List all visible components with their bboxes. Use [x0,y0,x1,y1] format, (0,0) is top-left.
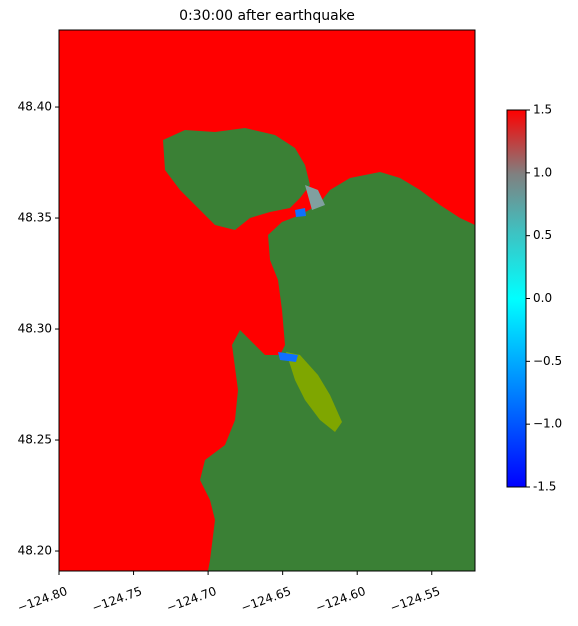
y-tick-label: 48.40 [18,100,52,114]
x-tick-label: −124.60 [314,584,368,615]
estuary [286,352,342,432]
x-tick-label: −124.75 [90,584,144,615]
x-tick-label: −124.80 [16,584,70,615]
y-tick-label: 48.20 [18,544,52,558]
colorbar-tick-label: 1.0 [533,165,552,179]
map-image [58,29,476,572]
wave-front [305,185,325,210]
colorbar-tick-label: −1.0 [533,417,562,431]
colorbar-tick-label: 0.0 [533,291,552,305]
y-tick-label: 48.30 [18,322,52,336]
colorbar [506,109,527,488]
colorbar-tick-label: 0.5 [533,228,552,242]
x-tick-label: −124.65 [239,584,293,615]
plot-frame [58,29,476,572]
island [163,128,310,230]
colorbar-tick-label: −0.5 [533,354,562,368]
chart-title: 0:30:00 after earthquake [179,8,355,24]
colorbar-tick-label: 1.5 [533,103,552,117]
x-tick-label: −124.70 [165,584,219,615]
mainland [200,172,475,571]
y-tick-label: 48.35 [18,211,52,225]
colorbar-tick-label: -1.5 [533,480,556,494]
x-tick-label: −124.55 [388,584,442,615]
y-tick-label: 48.25 [18,433,52,447]
